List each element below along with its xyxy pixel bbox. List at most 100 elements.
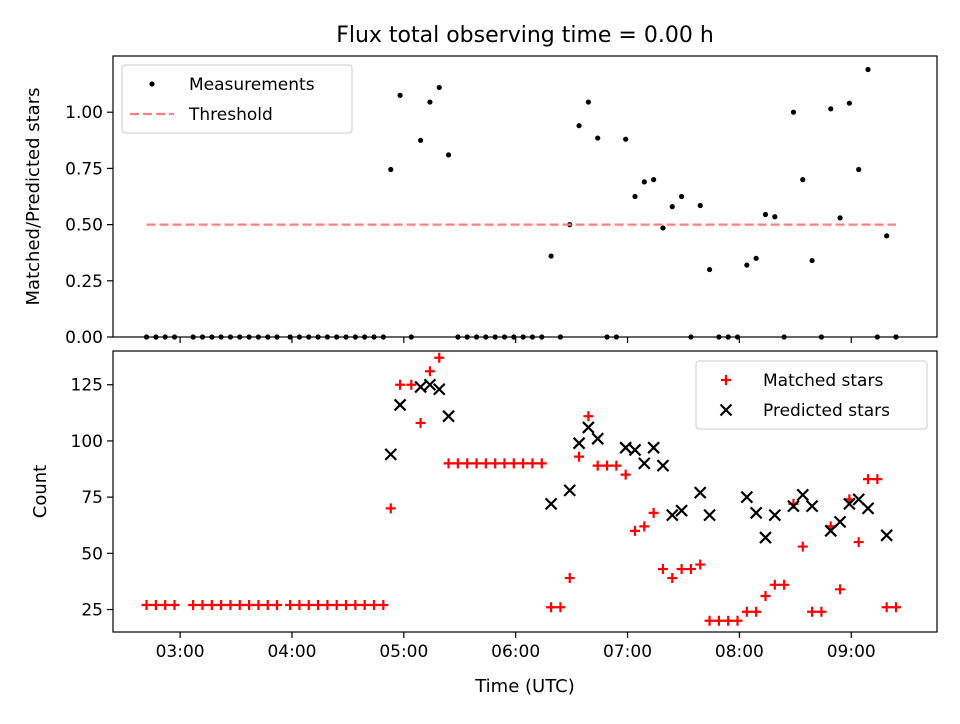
measurement-point [436,84,442,91]
predicted-star-point [703,508,716,522]
measurement-point [246,334,252,340]
measurement-point [632,193,638,200]
legend-label: Predicted stars [763,401,890,421]
matched-star-point [853,537,864,548]
predicted-star-point [693,486,707,499]
predicted-star-point [833,515,847,529]
measurement-point [641,179,647,185]
legend-label: Measurements [189,75,315,95]
x-tick-label: 03:00 [156,642,205,662]
measurement-point [837,215,843,221]
matched-star-point [527,458,538,469]
matched-star-point [611,460,622,471]
predicted-star-point [768,508,782,522]
measurement-point [772,214,778,220]
matched-star-point [285,600,296,611]
predicted-star-point [414,380,427,394]
measurement-point [362,334,368,340]
measurement-point [884,233,890,239]
matched-star-point [732,615,743,626]
matched-star-point [322,600,333,611]
measurement-point [171,334,178,340]
measurement-point [548,253,554,259]
y-tick-label: 125 [71,376,103,396]
matched-star-point [368,600,379,611]
measurement-point [800,177,806,183]
matched-star-point [253,600,264,611]
predicted-star-point [563,484,577,497]
matched-star-point [741,606,752,617]
matched-star-point [359,600,370,611]
measurement-point [874,334,880,340]
measurement-point [734,334,741,340]
matched-star-point [807,606,818,617]
matched-star-point [872,474,883,485]
measurement-point [380,334,386,340]
x-axis-label: Time (UTC) [474,676,575,697]
measurement-point [790,109,797,115]
matched-star-point [704,615,715,626]
measurement-point [445,152,452,158]
matched-star-point [378,600,389,611]
measurement-point [828,106,834,112]
matched-star-point [779,579,790,590]
measurement-point [237,334,243,340]
measurement-point [153,334,159,340]
y-tick-label: 75 [81,488,103,508]
matched-star-point [564,573,575,584]
x-tick-label: 09:00 [827,642,876,662]
predicted-star-point [393,398,407,412]
matched-star-point [620,469,631,480]
matched-star-point [294,600,305,611]
matched-star-point [816,606,827,617]
y-tick-label: 0.25 [65,272,103,292]
measurement-point [143,334,150,340]
matched-star-point [583,411,594,422]
predicted-star-point [740,490,754,504]
matched-star-point [685,564,696,575]
x-tick-label: 08:00 [715,642,764,662]
measurement-point [255,334,262,340]
matched-star-point [303,600,314,611]
measurement-point [227,334,234,340]
matched-star-point [395,379,406,390]
matched-star-point [385,503,396,514]
predicted-star-point [638,457,651,470]
predicted-star-point [656,459,670,472]
measurement-point [753,255,759,261]
matched-star-point [331,600,342,611]
matched-star-point [415,417,426,428]
y-tick-label: 0.75 [65,159,103,179]
y-axis-label: Matched/Predicted stars [23,88,44,306]
predicted-star-point [675,504,688,517]
matched-star-point [602,460,613,471]
y-tick-label: 0.00 [65,328,103,348]
legend-marker-x [719,403,733,417]
matched-star-point [490,458,501,469]
measurement-point [529,334,536,340]
measurement-point [501,334,508,340]
predicted-star-point [787,499,800,513]
predicted-star-point [619,441,632,454]
predicted-star-point [759,531,772,544]
matched-star-point [234,600,245,611]
measurement-point [388,166,394,173]
measurement-point [306,334,312,340]
measurement-point [511,334,517,340]
predicted-star-point [384,448,398,461]
predicted-star-point [544,497,558,511]
measurement-point [218,334,224,340]
matched-star-point [546,602,557,613]
measurement-point [397,92,403,98]
measurement-point [818,334,825,340]
matched-star-point [555,602,566,613]
matched-star-point [434,352,445,363]
measurement-point [716,334,722,340]
predicted-star-point [861,502,875,515]
predicted-star-point [423,378,437,391]
measurement-point [697,202,703,209]
measurement-point [809,257,815,264]
matched-star-point [443,458,454,469]
measurement-point [781,334,787,340]
matched-star-point [518,458,529,469]
